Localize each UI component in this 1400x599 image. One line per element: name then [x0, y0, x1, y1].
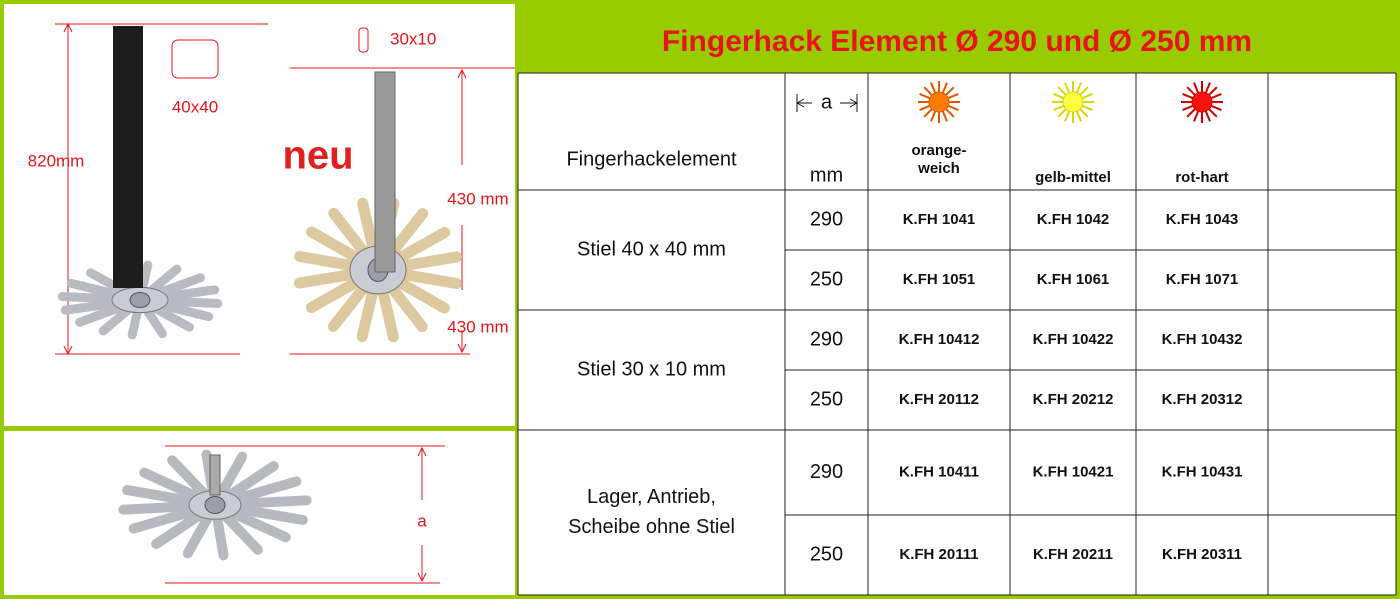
article-number: K.FH 20212: [1033, 391, 1114, 408]
row-header: Stiel 30 x 10 mm: [577, 358, 726, 380]
finger: [217, 516, 224, 555]
row-header: Stiel 40 x 40 mm: [577, 238, 726, 260]
column-header: rot-hart: [1175, 169, 1228, 186]
color-icon: [1181, 81, 1223, 123]
color-icon: [918, 81, 960, 123]
label: 820mm: [28, 151, 85, 170]
column-header: gelb-mittel: [1035, 169, 1111, 186]
badge: neu: [282, 134, 353, 178]
label: 430 mm: [447, 317, 508, 336]
article-number: K.FH 10422: [1033, 331, 1114, 348]
article-number: K.FH 10421: [1033, 463, 1114, 480]
article-number: K.FH 1071: [1166, 271, 1239, 288]
label: a: [417, 511, 427, 530]
document: Fingerhack Element Ø 290 und Ø 250 mm 40…: [0, 0, 1400, 599]
article-number: K.FH 20111: [899, 546, 978, 563]
article-number: K.FH 20312: [1162, 391, 1243, 408]
hub-center: [130, 293, 150, 308]
article-number: K.FH 1061: [1037, 271, 1110, 288]
row-header: Scheibe ohne Stiel: [568, 516, 735, 538]
size: 250: [810, 268, 843, 290]
column-header: weich: [917, 160, 960, 177]
sun: [1192, 92, 1212, 112]
column-header: Fingerhackelement: [566, 148, 737, 170]
stick: [113, 26, 143, 288]
article-number: K.FH 20311: [1162, 546, 1242, 563]
column-header: orange-: [911, 142, 966, 159]
title: Fingerhack Element Ø 290 und Ø 250 mm: [662, 25, 1252, 58]
hub-center: [205, 497, 225, 514]
size: 290: [810, 461, 843, 483]
label: 430 mm: [447, 189, 508, 208]
color-icon: [1052, 81, 1094, 123]
shaft: [210, 455, 220, 495]
article-number: K.FH 20211: [1033, 546, 1113, 563]
sun: [929, 92, 949, 112]
finger: [132, 310, 138, 335]
label: 30x10: [390, 29, 436, 48]
stick: [375, 72, 395, 272]
sun: [1063, 92, 1083, 112]
article-number: K.FH 1043: [1166, 211, 1239, 228]
column-header: a: [821, 91, 833, 113]
size: 290: [810, 208, 843, 230]
finger: [235, 500, 307, 504]
size: 250: [810, 388, 843, 410]
finger: [142, 265, 148, 290]
article-number: K.FH 1051: [903, 271, 976, 288]
article-number: K.FH 1041: [903, 211, 976, 228]
article-number: K.FH 10412: [899, 331, 980, 348]
row-header: Lager, Antrieb,: [587, 486, 716, 508]
size: 250: [810, 543, 843, 565]
size: 290: [810, 328, 843, 350]
image-panel: [4, 4, 515, 426]
article-number: K.FH 10411: [899, 463, 979, 480]
label: 40x40: [172, 97, 218, 116]
article-number: K.FH 1042: [1037, 211, 1110, 228]
article-number: K.FH 10431: [1162, 463, 1243, 480]
column-header: mm: [810, 164, 843, 186]
article-number: K.FH 20112: [899, 391, 979, 408]
page: {"title": "Fingerhack Element Ø 290 und …: [0, 0, 1400, 599]
article-number: K.FH 10432: [1162, 331, 1243, 348]
finger: [123, 506, 195, 510]
